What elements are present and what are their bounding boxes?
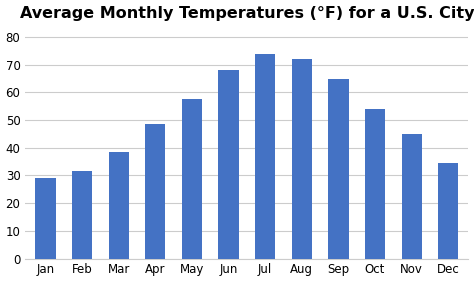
Bar [255, 54, 275, 259]
Bar [219, 70, 238, 259]
Bar [401, 134, 422, 259]
Title: Average Monthly Temperatures (°F) for a U.S. City: Average Monthly Temperatures (°F) for a … [19, 6, 474, 21]
Bar [109, 152, 129, 259]
Bar [292, 59, 312, 259]
Bar [365, 109, 385, 259]
Bar [438, 163, 458, 259]
Bar [36, 178, 55, 259]
Bar [145, 124, 165, 259]
Bar [182, 99, 202, 259]
Bar [72, 171, 92, 259]
Bar [328, 78, 348, 259]
